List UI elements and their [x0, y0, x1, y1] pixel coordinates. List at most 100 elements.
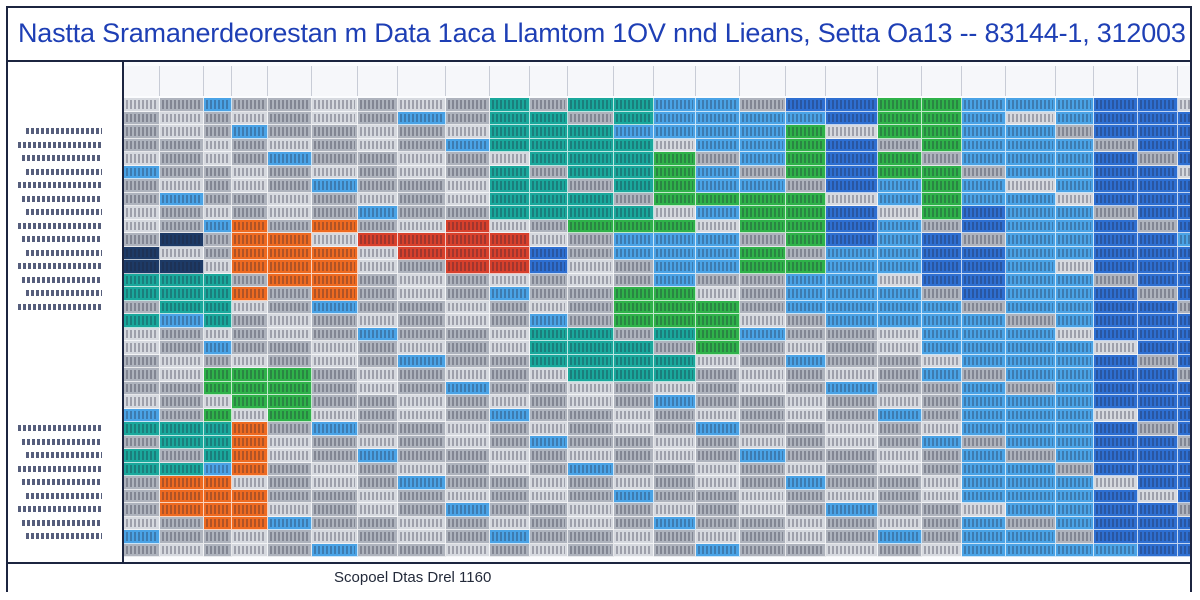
grid-cell[interactable]: [878, 111, 922, 125]
grid-cell[interactable]: [124, 435, 160, 449]
grid-cell[interactable]: [786, 300, 826, 314]
grid-cell[interactable]: [1006, 98, 1056, 112]
grid-cell[interactable]: [312, 543, 358, 557]
grid-cell[interactable]: [696, 449, 740, 463]
grid-cell[interactable]: [358, 273, 398, 287]
grid-cell[interactable]: [826, 516, 878, 530]
grid-cell[interactable]: [1178, 543, 1190, 557]
grid-cell[interactable]: [490, 98, 530, 112]
grid-cell[interactable]: [614, 206, 654, 220]
grid-cell[interactable]: [490, 435, 530, 449]
row-header[interactable]: [22, 435, 102, 448]
grid-cell[interactable]: [878, 152, 922, 166]
grid-cell[interactable]: [922, 395, 962, 409]
grid-cell[interactable]: [740, 462, 786, 476]
grid-cell[interactable]: [696, 503, 740, 517]
grid-cell[interactable]: [826, 152, 878, 166]
grid-cell[interactable]: [358, 368, 398, 382]
grid-cell[interactable]: [232, 138, 268, 152]
grid-cell[interactable]: [1056, 233, 1094, 247]
grid-cell[interactable]: [1138, 246, 1178, 260]
grid-cell[interactable]: [358, 503, 398, 517]
grid-cell[interactable]: [204, 422, 232, 436]
grid-cell[interactable]: [878, 489, 922, 503]
grid-cell[interactable]: [268, 435, 312, 449]
grid-cell[interactable]: [446, 314, 490, 328]
grid-cell[interactable]: [614, 98, 654, 112]
grid-cell[interactable]: [1006, 462, 1056, 476]
grid-cell[interactable]: [962, 381, 1006, 395]
grid-cell[interactable]: [490, 516, 530, 530]
grid-cell[interactable]: [826, 179, 878, 193]
grid-cell[interactable]: [312, 462, 358, 476]
grid-cell[interactable]: [740, 530, 786, 544]
grid-cell[interactable]: [490, 314, 530, 328]
grid-cell[interactable]: [740, 206, 786, 220]
grid-cell[interactable]: [358, 543, 398, 557]
grid-cell[interactable]: [568, 530, 614, 544]
grid-cell[interactable]: [878, 422, 922, 436]
grid-cell[interactable]: [268, 462, 312, 476]
column-header[interactable]: [530, 66, 568, 96]
grid-cell[interactable]: [124, 219, 160, 233]
grid-cell[interactable]: [1094, 516, 1138, 530]
grid-cell[interactable]: [962, 300, 1006, 314]
grid-cell[interactable]: [204, 381, 232, 395]
grid-cell[interactable]: [398, 476, 446, 490]
grid-cell[interactable]: [398, 327, 446, 341]
row-header[interactable]: [18, 422, 102, 434]
grid-cell[interactable]: [398, 246, 446, 260]
grid-cell[interactable]: [1006, 368, 1056, 382]
grid-cell[interactable]: [160, 152, 204, 166]
grid-cell[interactable]: [490, 489, 530, 503]
grid-cell[interactable]: [1056, 111, 1094, 125]
grid-cell[interactable]: [962, 462, 1006, 476]
grid-cell[interactable]: [826, 273, 878, 287]
grid-cell[interactable]: [160, 300, 204, 314]
grid-cell[interactable]: [740, 98, 786, 112]
grid-cell[interactable]: [204, 489, 232, 503]
column-header[interactable]: [1006, 66, 1056, 96]
grid-cell[interactable]: [1056, 165, 1094, 179]
grid-cell[interactable]: [568, 476, 614, 490]
grid-cell[interactable]: [1138, 354, 1178, 368]
grid-cell[interactable]: [358, 219, 398, 233]
grid-cell[interactable]: [614, 341, 654, 355]
grid-cell[interactable]: [1178, 219, 1190, 233]
grid-cell[interactable]: [614, 435, 654, 449]
grid-cell[interactable]: [1138, 260, 1178, 274]
grid-cell[interactable]: [1006, 246, 1056, 260]
grid-cell[interactable]: [740, 381, 786, 395]
grid-cell[interactable]: [1178, 327, 1190, 341]
grid-cell[interactable]: [232, 165, 268, 179]
grid-cell[interactable]: [568, 327, 614, 341]
grid-cell[interactable]: [358, 422, 398, 436]
grid-cell[interactable]: [204, 111, 232, 125]
grid-cell[interactable]: [654, 233, 696, 247]
grid-cell[interactable]: [1006, 327, 1056, 341]
grid-cell[interactable]: [826, 462, 878, 476]
grid-cell[interactable]: [124, 543, 160, 557]
grid-cell[interactable]: [1178, 381, 1190, 395]
column-header[interactable]: [786, 66, 826, 96]
grid-cell[interactable]: [568, 462, 614, 476]
grid-cell[interactable]: [268, 111, 312, 125]
grid-cell[interactable]: [962, 341, 1006, 355]
grid-cell[interactable]: [922, 260, 962, 274]
grid-cell[interactable]: [654, 165, 696, 179]
grid-cell[interactable]: [1138, 476, 1178, 490]
grid-cell[interactable]: [312, 206, 358, 220]
grid-cell[interactable]: [922, 314, 962, 328]
grid-cell[interactable]: [1178, 341, 1190, 355]
grid-cell[interactable]: [1178, 449, 1190, 463]
grid-cell[interactable]: [358, 138, 398, 152]
grid-cell[interactable]: [740, 300, 786, 314]
grid-cell[interactable]: [922, 206, 962, 220]
column-header[interactable]: [490, 66, 530, 96]
grid-cell[interactable]: [1138, 422, 1178, 436]
grid-cell[interactable]: [1094, 354, 1138, 368]
grid-cell[interactable]: [614, 476, 654, 490]
grid-cell[interactable]: [1138, 287, 1178, 301]
grid-cell[interactable]: [962, 179, 1006, 193]
grid-cell[interactable]: [232, 449, 268, 463]
